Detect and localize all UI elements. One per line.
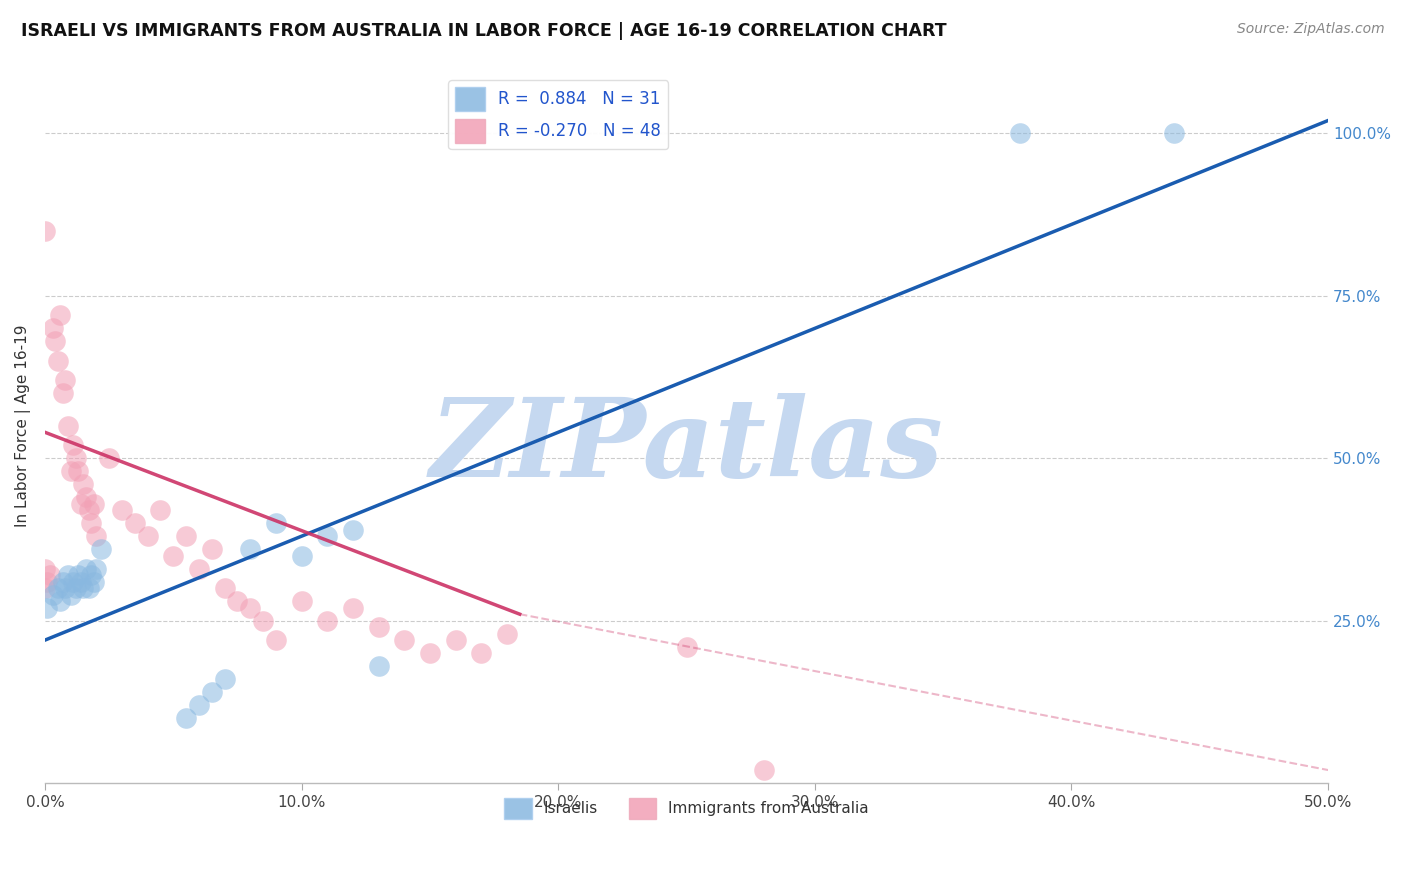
Point <box>136 529 159 543</box>
Point <box>72 581 94 595</box>
Point <box>290 549 312 563</box>
Point <box>444 633 467 648</box>
Point <box>49 309 72 323</box>
Point <box>187 562 209 576</box>
Point <box>34 224 56 238</box>
Point <box>226 594 249 608</box>
Point <box>37 600 59 615</box>
Point <box>98 451 121 466</box>
Point <box>239 600 262 615</box>
Text: ISRAELI VS IMMIGRANTS FROM AUSTRALIA IN LABOR FORCE | AGE 16-19 CORRELATION CHAR: ISRAELI VS IMMIGRANTS FROM AUSTRALIA IN … <box>21 22 946 40</box>
Point <box>77 503 100 517</box>
Point <box>264 516 287 531</box>
Point <box>470 646 492 660</box>
Point <box>264 633 287 648</box>
Point <box>55 373 77 387</box>
Point <box>69 574 91 589</box>
Point <box>174 711 197 725</box>
Point <box>316 614 339 628</box>
Point <box>84 529 107 543</box>
Point <box>1163 127 1185 141</box>
Point <box>67 568 90 582</box>
Point <box>59 588 82 602</box>
Point <box>77 581 100 595</box>
Point <box>34 581 56 595</box>
Point <box>495 626 517 640</box>
Point <box>290 594 312 608</box>
Point <box>84 562 107 576</box>
Point <box>752 763 775 777</box>
Point <box>174 529 197 543</box>
Point <box>90 542 112 557</box>
Point <box>62 574 84 589</box>
Point <box>83 497 105 511</box>
Point <box>62 438 84 452</box>
Point <box>149 503 172 517</box>
Point <box>65 581 87 595</box>
Text: ZIPatlas: ZIPatlas <box>430 393 943 501</box>
Point <box>201 542 224 557</box>
Point <box>46 354 69 368</box>
Point <box>83 574 105 589</box>
Point <box>80 516 103 531</box>
Point <box>72 477 94 491</box>
Point <box>80 568 103 582</box>
Point <box>111 503 134 517</box>
Y-axis label: In Labor Force | Age 16-19: In Labor Force | Age 16-19 <box>15 325 31 527</box>
Legend: Israelis, Immigrants from Australia: Israelis, Immigrants from Australia <box>498 791 875 825</box>
Point <box>39 568 62 582</box>
Point <box>52 574 75 589</box>
Point <box>37 574 59 589</box>
Point <box>44 334 66 349</box>
Point <box>69 497 91 511</box>
Point <box>214 672 236 686</box>
Point <box>342 523 364 537</box>
Text: Source: ZipAtlas.com: Source: ZipAtlas.com <box>1237 22 1385 37</box>
Point <box>34 562 56 576</box>
Point <box>367 620 389 634</box>
Point <box>41 321 63 335</box>
Point <box>46 581 69 595</box>
Point <box>59 464 82 478</box>
Point <box>214 581 236 595</box>
Point <box>52 386 75 401</box>
Point <box>41 588 63 602</box>
Point <box>419 646 441 660</box>
Point <box>252 614 274 628</box>
Point <box>201 685 224 699</box>
Point <box>162 549 184 563</box>
Point <box>239 542 262 557</box>
Point <box>187 698 209 712</box>
Point <box>75 490 97 504</box>
Point <box>55 581 77 595</box>
Point <box>75 562 97 576</box>
Point <box>65 451 87 466</box>
Point <box>316 529 339 543</box>
Point <box>49 594 72 608</box>
Point <box>342 600 364 615</box>
Point <box>367 659 389 673</box>
Point <box>124 516 146 531</box>
Point <box>56 418 79 433</box>
Point <box>1010 127 1032 141</box>
Point <box>392 633 415 648</box>
Point <box>675 640 697 654</box>
Point <box>67 464 90 478</box>
Point <box>56 568 79 582</box>
